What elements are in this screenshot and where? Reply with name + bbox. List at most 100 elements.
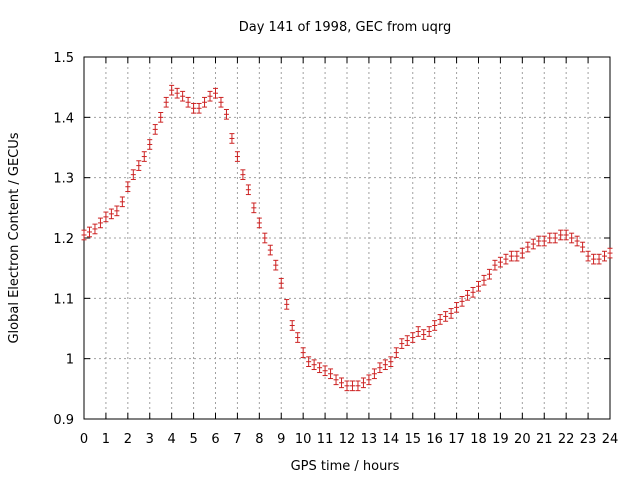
data-point [536, 235, 542, 247]
data-point [448, 308, 454, 319]
x-tick-label: 12 [339, 432, 356, 447]
data-point [136, 160, 142, 171]
data-point [470, 286, 476, 298]
data-point [591, 253, 597, 265]
data-point [585, 250, 591, 262]
data-point [218, 96, 224, 108]
data-point [295, 332, 301, 343]
x-tick-label: 14 [383, 432, 400, 447]
x-tick-label: 16 [426, 432, 443, 447]
y-tick-label: 1 [66, 353, 74, 368]
x-tick-label: 10 [295, 432, 312, 447]
x-tick-label: 9 [277, 432, 285, 447]
data-point [366, 374, 372, 386]
y-axis-label: Global Electron Content / GECUs [7, 132, 22, 343]
data-point [229, 133, 235, 144]
x-tick-label: 17 [448, 432, 465, 447]
tick-labels: 0 1 2 3 4 5 6 7 8 9 10 11 12 13 14 15 16 17 18 19 20 21 22 23 24… [53, 51, 618, 447]
data-point [213, 87, 218, 99]
data-point [382, 359, 388, 371]
y-tick-label: 1.4 [53, 111, 74, 126]
data-point [377, 362, 383, 374]
data-point [399, 338, 405, 349]
data-point [130, 169, 136, 180]
y-tick-label: 0.9 [53, 413, 74, 428]
data-point [602, 250, 608, 262]
data-point [114, 205, 120, 217]
x-tick-label: 20 [514, 432, 531, 447]
data-point [541, 235, 547, 247]
data-point [251, 202, 257, 214]
data-point [306, 356, 312, 368]
grid-lines [84, 57, 610, 419]
data-point [174, 87, 180, 99]
data-point [514, 250, 520, 262]
data-point [437, 314, 443, 325]
x-tick-label: 2 [124, 432, 132, 447]
data-point [410, 332, 416, 343]
x-tick-label: 7 [233, 432, 241, 447]
x-tick-label: 19 [492, 432, 509, 447]
data-point [240, 169, 246, 180]
data-point [108, 208, 114, 220]
x-tick-label: 18 [470, 432, 487, 447]
data-point [180, 90, 186, 102]
data-point [256, 217, 262, 229]
y-tick-label: 1.5 [53, 51, 74, 66]
data-point [481, 274, 487, 286]
data-point [404, 335, 410, 346]
x-tick-label: 24 [602, 432, 619, 447]
x-tick-label: 0 [80, 432, 88, 447]
data-point [552, 232, 558, 244]
data-point [569, 232, 575, 244]
data-series [81, 84, 613, 392]
data-point [558, 229, 564, 241]
data-point [525, 241, 531, 253]
data-point [596, 253, 602, 265]
chart-title: Day 141 of 1998, GEC from uqrg [239, 20, 452, 35]
data-point [333, 374, 339, 386]
x-tick-label: 1 [102, 432, 110, 447]
data-point [317, 362, 323, 374]
data-point [311, 359, 317, 371]
data-point [141, 151, 147, 162]
data-point [432, 320, 438, 331]
data-point [191, 102, 197, 114]
data-point [273, 259, 279, 271]
data-point [388, 356, 394, 368]
data-point [223, 108, 229, 120]
y-tick-label: 1.2 [53, 232, 74, 247]
data-point [492, 259, 498, 271]
data-point [497, 256, 503, 268]
data-point [530, 238, 536, 250]
x-tick-label: 13 [361, 432, 378, 447]
data-point [103, 211, 109, 223]
data-point [415, 326, 421, 337]
data-point [580, 241, 586, 253]
x-tick-label: 3 [146, 432, 154, 447]
data-point [92, 223, 98, 235]
data-point [245, 184, 251, 196]
data-point [163, 96, 169, 108]
data-point [289, 320, 295, 331]
data-point [421, 329, 427, 340]
data-point [322, 365, 328, 377]
data-point [196, 102, 202, 114]
x-tick-label: 23 [580, 432, 597, 447]
data-point [607, 247, 613, 259]
x-tick-label: 21 [536, 432, 553, 447]
data-point [262, 232, 268, 244]
axis-ticks [83, 56, 611, 420]
x-tick-label: 11 [317, 432, 334, 447]
data-point [147, 139, 153, 150]
data-point [574, 235, 580, 247]
data-point [563, 229, 569, 241]
data-point [86, 226, 92, 238]
data-point [443, 311, 449, 322]
data-point [349, 380, 355, 392]
data-point [503, 253, 509, 265]
data-point [125, 181, 131, 193]
data-point [234, 151, 240, 162]
data-point [284, 299, 290, 310]
data-point [267, 244, 273, 256]
